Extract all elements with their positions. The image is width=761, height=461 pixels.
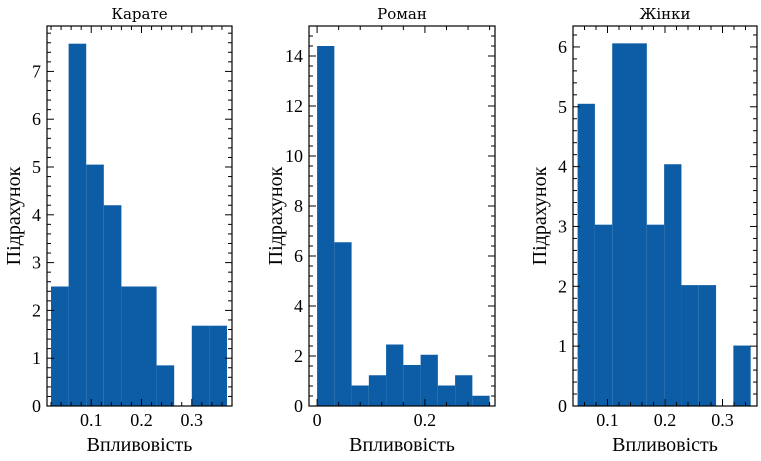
y-tick-label: 5: [32, 157, 41, 177]
x-axis-label: Впливовість: [612, 434, 718, 456]
histogram-bar-2: [86, 164, 104, 406]
histogram-bar-6: [681, 285, 699, 406]
y-axis-label: Підрахунок: [3, 166, 25, 265]
x-tick-label: 0.3: [181, 410, 204, 430]
histogram-bar-7: [698, 285, 717, 406]
y-tick-label: 5: [558, 97, 567, 117]
x-tick-label: 0.2: [130, 410, 153, 430]
panel-women: Жінки Впливовість Підрахунок 0 1 2 3 4 5 6 0.1 0…: [529, 5, 758, 456]
y-tick-label: 6: [558, 37, 567, 57]
histogram-bar-2: [612, 43, 630, 406]
panel-title: Жінки: [639, 5, 690, 23]
histogram-bar-4: [646, 224, 665, 406]
histogram-bar-9: [472, 395, 490, 406]
histogram-bar-6: [156, 365, 175, 406]
y-tick-label: 2: [558, 276, 567, 296]
histogram-bar-8: [191, 325, 210, 406]
histogram-bar-7: [437, 385, 456, 406]
histogram-bar-0: [577, 103, 595, 406]
histogram-bar-5: [664, 164, 682, 406]
y-tick-label: 14: [285, 46, 303, 66]
histogram-bar-8: [455, 375, 473, 406]
histogram-bar-9: [209, 325, 227, 406]
histogram-bar-1: [334, 242, 352, 406]
panel-roman: Роман Впливовість Підрахунок 0 2 4 6 8 10 12 14…: [265, 5, 496, 456]
y-tick-label: 2: [294, 346, 303, 366]
x-tick-label: 0.2: [414, 410, 437, 430]
y-tick-label: 0: [558, 396, 567, 416]
x-axis-label: Впливовість: [349, 434, 455, 456]
y-tick-label: 0: [32, 396, 41, 416]
histogram-bar-0: [51, 286, 69, 406]
y-tick-label: 4: [558, 157, 567, 177]
x-tick-label: 0: [313, 410, 322, 430]
y-tick-label: 7: [32, 61, 41, 81]
histogram-bar-6: [420, 354, 438, 406]
panel-title: Роман: [377, 5, 427, 23]
x-tick-label: 0.2: [654, 410, 677, 430]
y-tick-label: 10: [285, 146, 303, 166]
y-tick-label: 3: [32, 253, 41, 273]
histogram-bar-2: [351, 385, 369, 406]
histogram-bar-4: [386, 344, 404, 406]
histogram-bar-3: [368, 375, 387, 406]
panel-title: Карате: [111, 5, 167, 23]
histogram-bar-9: [733, 345, 751, 406]
histogram-bar-1: [594, 224, 613, 406]
y-axis-label: Підрахунок: [529, 166, 551, 265]
y-tick-label: 8: [294, 196, 303, 216]
y-tick-label: 6: [294, 246, 303, 266]
histogram-bar-5: [403, 365, 421, 406]
x-tick-label: 0.1: [596, 410, 619, 430]
histogram-bar-5: [138, 286, 157, 406]
y-tick-label: 6: [32, 109, 41, 129]
y-tick-label: 1: [558, 336, 567, 356]
axes-frame: [46, 25, 233, 407]
histogram-bar-3: [629, 43, 647, 406]
y-axis-label: Підрахунок: [265, 166, 287, 265]
x-axis-label: Впливовість: [87, 434, 193, 456]
histogram-bar-1: [68, 43, 87, 406]
y-tick-label: 12: [285, 96, 303, 116]
x-tick-label: 0.1: [80, 410, 103, 430]
x-tick-label: 0.3: [711, 410, 734, 430]
y-tick-label: 0: [294, 396, 303, 416]
y-tick-label: 4: [32, 205, 41, 225]
y-tick-label: 4: [294, 296, 303, 316]
y-tick-label: 2: [32, 300, 41, 320]
panel-karate: Карате Впливовість Підрахунок 0 1 2 3 4 5 6 7 0.…: [3, 5, 233, 456]
histogram-bar-3: [103, 205, 122, 406]
histogram-bar-4: [121, 286, 139, 406]
y-tick-label: 1: [32, 348, 41, 368]
histogram-bar-0: [317, 46, 335, 406]
y-tick-label: 3: [558, 216, 567, 236]
